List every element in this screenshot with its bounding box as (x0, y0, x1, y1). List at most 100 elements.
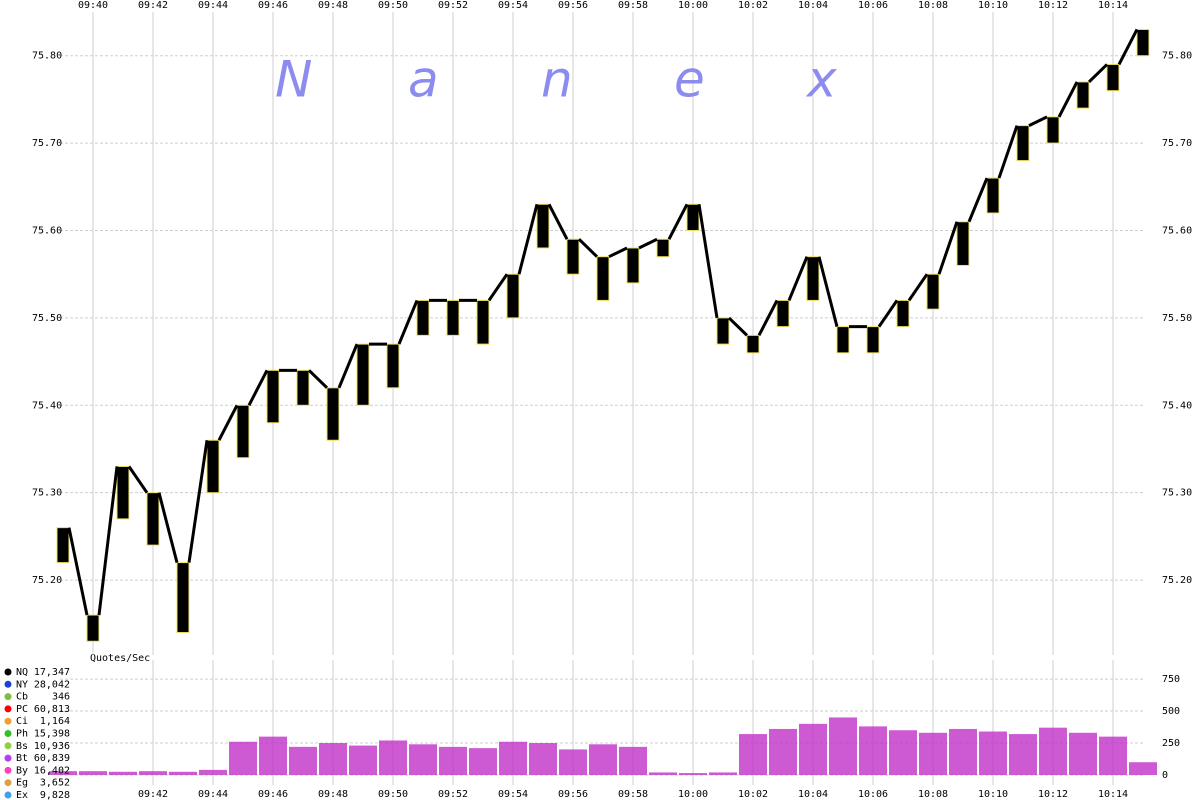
band-link (487, 273, 509, 302)
price-band (746, 334, 760, 354)
quote-rate-bar (919, 732, 947, 775)
x-tick-label: 09:40 (78, 0, 108, 11)
watermark: x (805, 51, 837, 109)
quote-rate-bar (739, 734, 767, 775)
quote-rate-bar (49, 771, 77, 775)
quote-rate-bar (799, 723, 827, 775)
band-link (127, 465, 149, 494)
band-link (757, 299, 779, 337)
price-band (506, 273, 520, 319)
x-tick-label: 09:58 (618, 0, 648, 11)
quote-rate-bar (139, 771, 167, 775)
y-tick-label: 75.70 (1162, 138, 1192, 149)
quote-rate-bar (1099, 736, 1127, 775)
band-link (517, 203, 539, 275)
quote-rate-bar (1129, 762, 1157, 775)
quote-rate-bar (679, 773, 707, 775)
band-link (247, 369, 269, 406)
price-band (866, 326, 880, 354)
x-tick-label: 10:02 (738, 0, 768, 11)
quote-rate-bar (1009, 734, 1037, 775)
x-tick-label: 09:42 (138, 0, 168, 11)
y-axis-label: Quotes/Sec (90, 653, 150, 664)
legend-total: 15,398 (34, 729, 70, 740)
price-band (206, 439, 220, 494)
quote-rate-bar (469, 748, 497, 775)
x-tick-label: 09:48 (318, 0, 348, 11)
legend-name: By (16, 765, 28, 776)
band-link (337, 343, 359, 389)
price-band (626, 247, 640, 284)
x-tick-label: 09:44 (198, 789, 228, 800)
x-tick-label: 10:10 (978, 0, 1008, 11)
band-link (217, 404, 239, 441)
price-band (956, 221, 970, 266)
quote-rate-bar (289, 746, 317, 775)
price-band (146, 492, 160, 546)
quote-rate-bar (589, 744, 617, 775)
quote-rate-bar (949, 728, 977, 775)
band-link (967, 177, 989, 223)
band-link (817, 256, 839, 328)
watermark: a (408, 51, 439, 109)
legend-name: Ci (16, 716, 28, 727)
price-band (416, 299, 430, 336)
y-tick-label: 75.30 (1162, 488, 1192, 499)
watermark: e (674, 51, 705, 109)
legend-total: 28,042 (34, 679, 70, 690)
price-band (1046, 116, 1060, 144)
quote-rate-bar (79, 771, 107, 775)
legend-marker (4, 754, 12, 762)
legend-name: PC (16, 704, 28, 715)
price-band (836, 326, 850, 354)
y-tick-label: 750 (1162, 674, 1180, 685)
band-link (157, 492, 179, 563)
quote-rate-bar (559, 749, 587, 775)
band-link (787, 256, 809, 301)
legend-marker (4, 680, 12, 688)
x-tick-label: 10:00 (678, 0, 708, 11)
band-link (1087, 63, 1109, 83)
price-band (326, 387, 340, 441)
price-band (716, 317, 730, 345)
y-tick-label-left: 75.40 (32, 400, 62, 411)
quote-rate-bar (619, 746, 647, 775)
legend-marker (4, 791, 12, 799)
x-tick-label: 09:44 (198, 0, 228, 11)
legend-marker (4, 693, 12, 701)
x-tick-label: 10:00 (678, 789, 708, 800)
quote-rate-bar (499, 741, 527, 775)
watermark: n (541, 51, 573, 109)
legend-name: Ph (16, 729, 28, 740)
x-tick-label: 10:14 (1098, 0, 1128, 11)
price-band (176, 562, 190, 634)
price-band (656, 238, 670, 258)
y-tick-label: 250 (1162, 738, 1180, 749)
band-link (1057, 81, 1079, 118)
x-tick-label: 09:56 (558, 0, 588, 11)
y-tick-label: 75.20 (1162, 575, 1192, 586)
x-tick-label: 09:48 (318, 789, 348, 800)
price-band (1136, 28, 1150, 57)
legend-total: 1,164 (40, 716, 70, 727)
quote-rate-bar (169, 771, 197, 775)
quote-rate-bar (889, 730, 917, 775)
band-link (727, 316, 749, 337)
legend-name: NQ (16, 667, 28, 678)
legend-name: Cb (16, 692, 28, 703)
legend-total: 3,652 (40, 778, 70, 789)
band-link (97, 466, 119, 616)
quote-rate-bar (859, 726, 887, 775)
x-tick-label: 10:08 (918, 789, 948, 800)
price-band (116, 465, 130, 520)
legend-marker (4, 730, 12, 737)
band-link (697, 204, 719, 319)
band-link (577, 238, 599, 258)
quote-rate-bar (709, 772, 737, 775)
x-tick-label: 09:46 (258, 0, 288, 11)
price-band (476, 299, 490, 345)
legend-name: Bt (16, 753, 28, 764)
band-link (907, 273, 929, 302)
legend-total: 60,813 (34, 704, 70, 715)
